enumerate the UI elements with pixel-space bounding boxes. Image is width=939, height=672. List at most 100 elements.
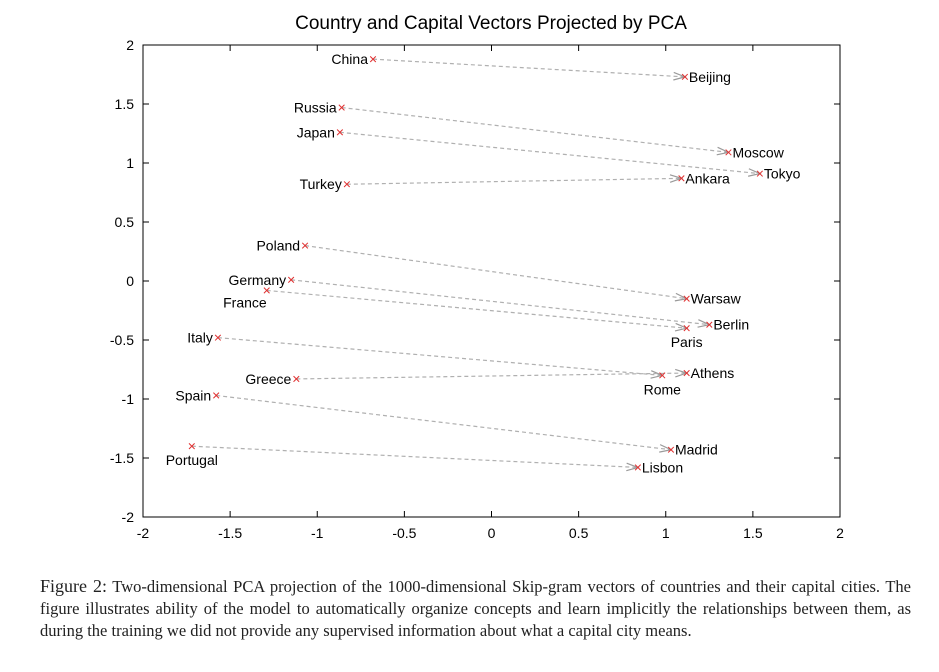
point-italy: Italy xyxy=(187,330,222,346)
point-label-athens: Athens xyxy=(691,365,735,381)
caption-text: Two-dimensional PCA projection of the 10… xyxy=(40,577,911,640)
arrow-poland-warsaw xyxy=(304,245,689,302)
point-ankara: Ankara xyxy=(678,170,730,186)
point-japan: Japan xyxy=(297,124,344,140)
point-paris: Paris xyxy=(671,325,703,350)
point-marker xyxy=(343,181,351,188)
point-label-china: China xyxy=(331,51,368,67)
arrow-line xyxy=(266,289,687,329)
y-tick-label: 1.5 xyxy=(115,96,135,112)
arrow-line xyxy=(341,106,729,153)
point-marker xyxy=(683,325,690,332)
x-tick-label: -1 xyxy=(311,525,324,541)
point-china: China xyxy=(331,51,377,67)
x-tick-label: 1 xyxy=(662,525,670,541)
point-portugal: Portugal xyxy=(166,443,218,468)
arrow-line xyxy=(346,177,682,185)
x-tick-label: 1.5 xyxy=(743,525,763,541)
point-marker xyxy=(725,149,732,156)
point-marker xyxy=(678,175,685,182)
point-label-lisbon: Lisbon xyxy=(642,459,683,475)
arrow-greece-athens xyxy=(296,368,689,380)
point-label-ankara: Ankara xyxy=(685,170,730,186)
x-tick-label: -1.5 xyxy=(218,525,242,541)
point-spain: Spain xyxy=(175,387,220,403)
point-france: France xyxy=(223,287,270,310)
point-marker xyxy=(681,73,689,81)
figure-caption: Figure 2: Two-dimensional PCA projection… xyxy=(40,575,911,642)
point-moscow: Moscow xyxy=(725,144,785,160)
point-tokyo: Tokyo xyxy=(756,166,801,182)
point-warsaw: Warsaw xyxy=(683,291,742,307)
point-label-poland: Poland xyxy=(256,238,300,254)
y-tick-label: 0 xyxy=(126,273,134,289)
x-tick-label: 0.5 xyxy=(569,525,589,541)
point-turkey: Turkey xyxy=(300,176,351,192)
arrow-line xyxy=(216,394,672,451)
arrow-line xyxy=(304,245,687,300)
point-madrid: Madrid xyxy=(667,442,718,458)
point-marker xyxy=(263,287,270,294)
point-label-france: France xyxy=(223,294,267,310)
pca-scatter-chart: Country and Capital Vectors Projected by… xyxy=(110,13,844,541)
point-marker xyxy=(188,443,195,450)
point-label-germany: Germany xyxy=(229,272,287,288)
point-poland: Poland xyxy=(256,238,309,254)
point-label-beijing: Beijing xyxy=(689,69,731,85)
y-tick-label: -2 xyxy=(122,509,135,525)
point-beijing: Beijing xyxy=(681,69,731,85)
point-label-paris: Paris xyxy=(671,334,703,350)
point-marker xyxy=(214,334,222,341)
point-marker xyxy=(659,372,666,379)
point-russia: Russia xyxy=(294,100,345,116)
point-athens: Athens xyxy=(683,365,735,381)
point-label-japan: Japan xyxy=(297,124,335,140)
x-tick-label: 2 xyxy=(836,525,844,541)
point-marker xyxy=(667,446,675,453)
x-tick-label: -0.5 xyxy=(392,525,416,541)
point-marker xyxy=(338,104,345,111)
y-tick-label: 2 xyxy=(126,37,134,53)
point-marker xyxy=(683,369,690,377)
point-greece: Greece xyxy=(245,371,300,387)
point-marker xyxy=(756,170,763,177)
point-rome: Rome xyxy=(644,372,681,397)
y-tick-label: 0.5 xyxy=(115,214,135,230)
point-label-warsaw: Warsaw xyxy=(691,291,742,307)
point-lisbon: Lisbon xyxy=(634,459,683,475)
points: China Beijing Russia Japan Moscow Tokyo Turkey… xyxy=(166,51,801,475)
x-tick-label: 0 xyxy=(488,525,496,541)
point-label-italy: Italy xyxy=(187,330,213,346)
point-marker xyxy=(336,129,344,136)
arrows xyxy=(191,58,762,472)
arrow-france-paris xyxy=(266,289,689,332)
y-tick-label: 1 xyxy=(126,155,134,171)
arrow-portugal-lisbon xyxy=(191,445,640,472)
point-marker xyxy=(683,295,690,302)
point-marker xyxy=(293,375,300,383)
y-tick-label: -1 xyxy=(122,391,135,407)
arrow-turkey-ankara xyxy=(346,174,684,185)
axis-ticks: -2 -1.5 -1 -0.5 0 0.5 1 1.5 2 2 1.5 1 0.5 0 -0.5 -1 -1.5… xyxy=(110,37,844,541)
point-label-moscow: Moscow xyxy=(732,144,784,160)
point-label-turkey: Turkey xyxy=(300,176,342,192)
point-berlin: Berlin xyxy=(706,317,749,333)
arrow-russia-moscow xyxy=(341,106,731,156)
caption-label: Figure 2: xyxy=(40,576,107,596)
arrow-line xyxy=(296,372,687,380)
arrow-germany-berlin xyxy=(291,279,712,328)
point-marker xyxy=(287,276,295,283)
point-marker xyxy=(369,56,377,63)
y-tick-label: -0.5 xyxy=(110,332,134,348)
arrow-line xyxy=(372,58,685,78)
point-label-tokyo: Tokyo xyxy=(764,166,801,182)
point-label-spain: Spain xyxy=(175,387,211,403)
point-label-greece: Greece xyxy=(245,371,291,387)
y-tick-label: -1.5 xyxy=(110,450,134,466)
point-marker xyxy=(634,464,642,471)
point-marker xyxy=(301,242,309,249)
point-label-madrid: Madrid xyxy=(675,442,718,458)
arrow-spain-madrid xyxy=(216,394,673,453)
point-label-portugal: Portugal xyxy=(166,452,218,468)
arrow-line xyxy=(291,279,710,326)
